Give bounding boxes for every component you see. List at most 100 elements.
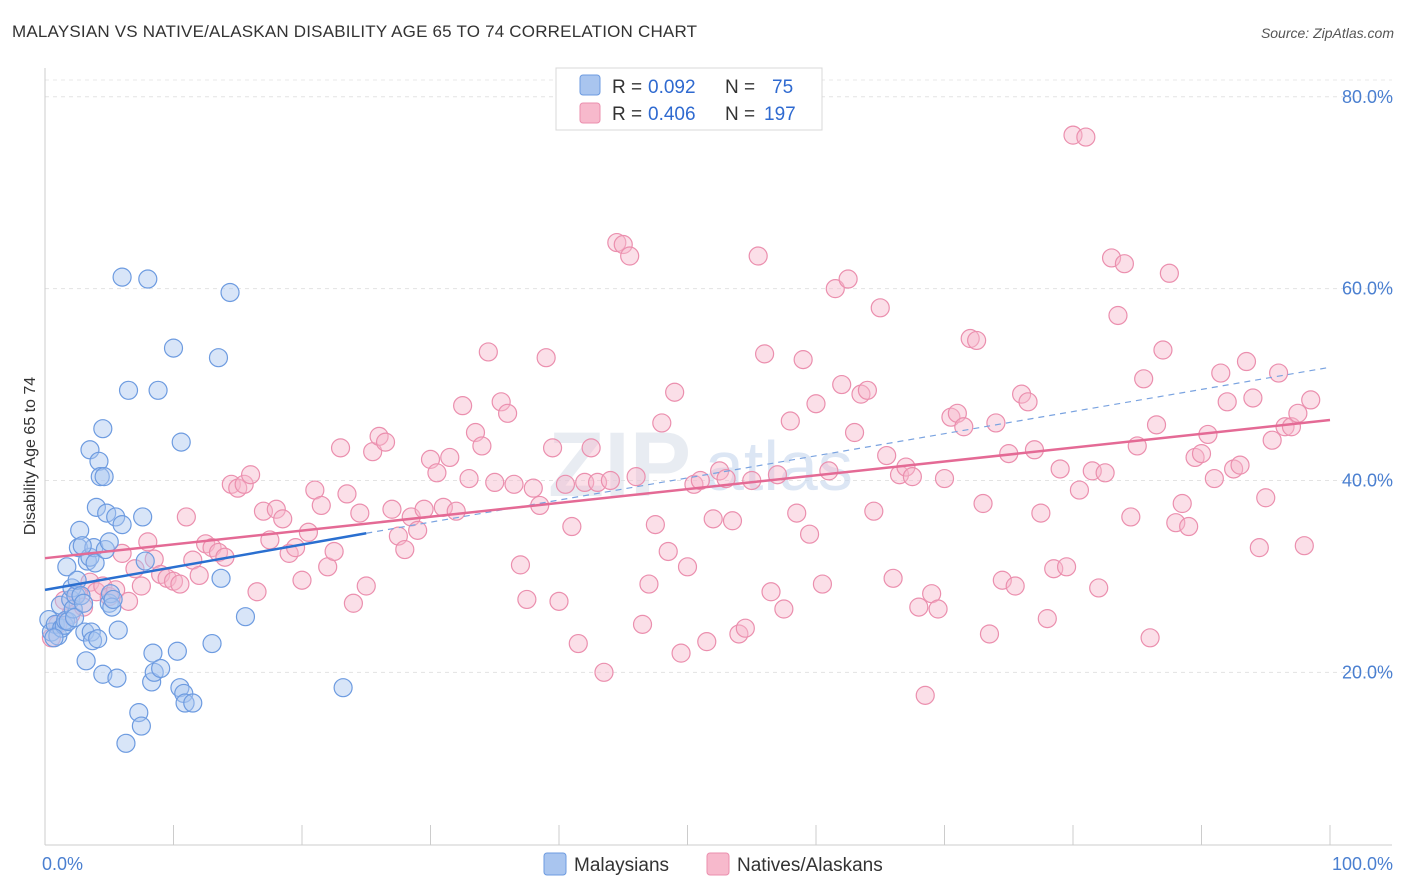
natives-point <box>118 591 139 611</box>
legend-swatch-malaysians <box>579 74 601 96</box>
legend-r-value: 0.092 <box>648 77 696 98</box>
natives-point <box>1249 538 1269 558</box>
natives-point <box>780 411 800 431</box>
natives-point <box>594 662 614 682</box>
malaysians-point <box>143 643 163 663</box>
natives-point <box>954 417 974 437</box>
natives-point <box>234 474 254 494</box>
natives-point <box>883 568 903 588</box>
chart-title: MALAYSIAN VS NATIVE/ALASKAN DISABILITY A… <box>12 22 698 41</box>
natives-point <box>568 633 588 654</box>
natives-point <box>478 342 498 362</box>
malaysians-point <box>333 678 353 698</box>
natives-point <box>677 557 698 577</box>
natives-point <box>806 394 826 414</box>
natives-point <box>1114 254 1135 274</box>
natives-point <box>626 467 646 487</box>
legend-r-value: 0.406 <box>648 104 696 125</box>
legend-r-label: R = <box>612 104 642 125</box>
natives-point <box>1076 127 1096 147</box>
legend: R = 0.092 N = 75 R = 0.406 N = 197 <box>555 67 823 131</box>
natives-point <box>1069 480 1090 500</box>
natives-point <box>459 468 479 489</box>
malaysians-point <box>131 716 151 736</box>
natives-point <box>819 461 839 481</box>
legend-n-label: N = <box>725 104 755 125</box>
natives-point <box>1159 263 1179 283</box>
natives-point <box>324 541 344 562</box>
natives-point <box>536 348 556 368</box>
source-label: Source: ZipAtlas.com <box>1260 25 1394 41</box>
y-tick-label: 40.0% <box>1342 470 1393 490</box>
natives-point <box>716 468 736 489</box>
malaysians-trend-dashed <box>366 366 1331 534</box>
watermark-zip: ZIP <box>548 414 691 516</box>
bottom-legend-label-malaysians: Malaysians <box>574 855 669 876</box>
natives-point <box>812 574 833 594</box>
legend-n-value: 75 <box>772 77 793 98</box>
natives-point <box>298 522 319 542</box>
natives-point <box>613 234 633 255</box>
natives-point <box>844 422 865 443</box>
natives-point <box>1288 403 1308 423</box>
trend-lines <box>44 366 1331 592</box>
natives-point <box>697 632 717 652</box>
natives-point <box>1011 384 1032 404</box>
malaysians-point <box>86 497 107 517</box>
natives-point <box>832 374 852 395</box>
natives-point <box>343 593 363 613</box>
natives-point <box>311 495 331 516</box>
natives-point <box>382 499 402 519</box>
malaysians-point <box>73 593 94 613</box>
legend-n-value: 197 <box>764 104 796 125</box>
natives-point <box>1146 415 1167 435</box>
natives-point <box>427 463 447 483</box>
natives-point <box>915 685 935 705</box>
natives-point <box>1243 388 1263 408</box>
natives-point <box>491 392 511 412</box>
grid-lines <box>45 79 1392 673</box>
natives-point <box>645 515 665 535</box>
malaysians-point <box>235 607 256 627</box>
natives-point <box>1108 305 1128 326</box>
natives-point <box>902 467 922 487</box>
malaysians-point <box>50 595 71 615</box>
natives-point <box>986 413 1006 433</box>
natives-trend-line <box>44 418 1331 560</box>
watermark: ZIP atlas <box>548 414 853 516</box>
natives-point <box>825 279 845 299</box>
natives-point <box>1018 392 1038 412</box>
natives-point <box>671 643 691 663</box>
malaysians-point <box>118 380 139 400</box>
natives-point <box>1056 557 1077 577</box>
malaysians-point <box>202 633 222 654</box>
y-tick-label: 20.0% <box>1342 662 1393 682</box>
natives-point <box>1301 390 1321 410</box>
legend-n-label: N = <box>725 77 755 98</box>
malaysians-point <box>64 608 85 628</box>
malaysians-point <box>148 380 168 400</box>
natives-point <box>1005 576 1025 596</box>
malaysians-point <box>116 733 136 753</box>
natives-point <box>131 576 151 596</box>
natives-point <box>1050 459 1070 479</box>
natives-point <box>555 474 576 494</box>
natives-point <box>1211 363 1231 383</box>
natives-point <box>266 499 286 519</box>
malaysians-point <box>108 620 128 640</box>
natives-point <box>440 447 460 468</box>
natives-point <box>176 507 196 527</box>
natives-point <box>1262 430 1282 450</box>
natives-point <box>909 597 929 617</box>
axes <box>44 68 1392 846</box>
natives-point <box>1179 516 1199 537</box>
malaysians-point <box>167 641 187 661</box>
natives-point <box>330 438 351 458</box>
bottom-legend-swatch-malaysians <box>543 852 567 876</box>
natives-point <box>761 582 781 602</box>
malaysians-point <box>208 348 229 368</box>
natives-point <box>639 574 659 594</box>
natives-point <box>581 438 601 458</box>
natives-point <box>498 403 518 423</box>
malaysians-point <box>71 585 91 606</box>
